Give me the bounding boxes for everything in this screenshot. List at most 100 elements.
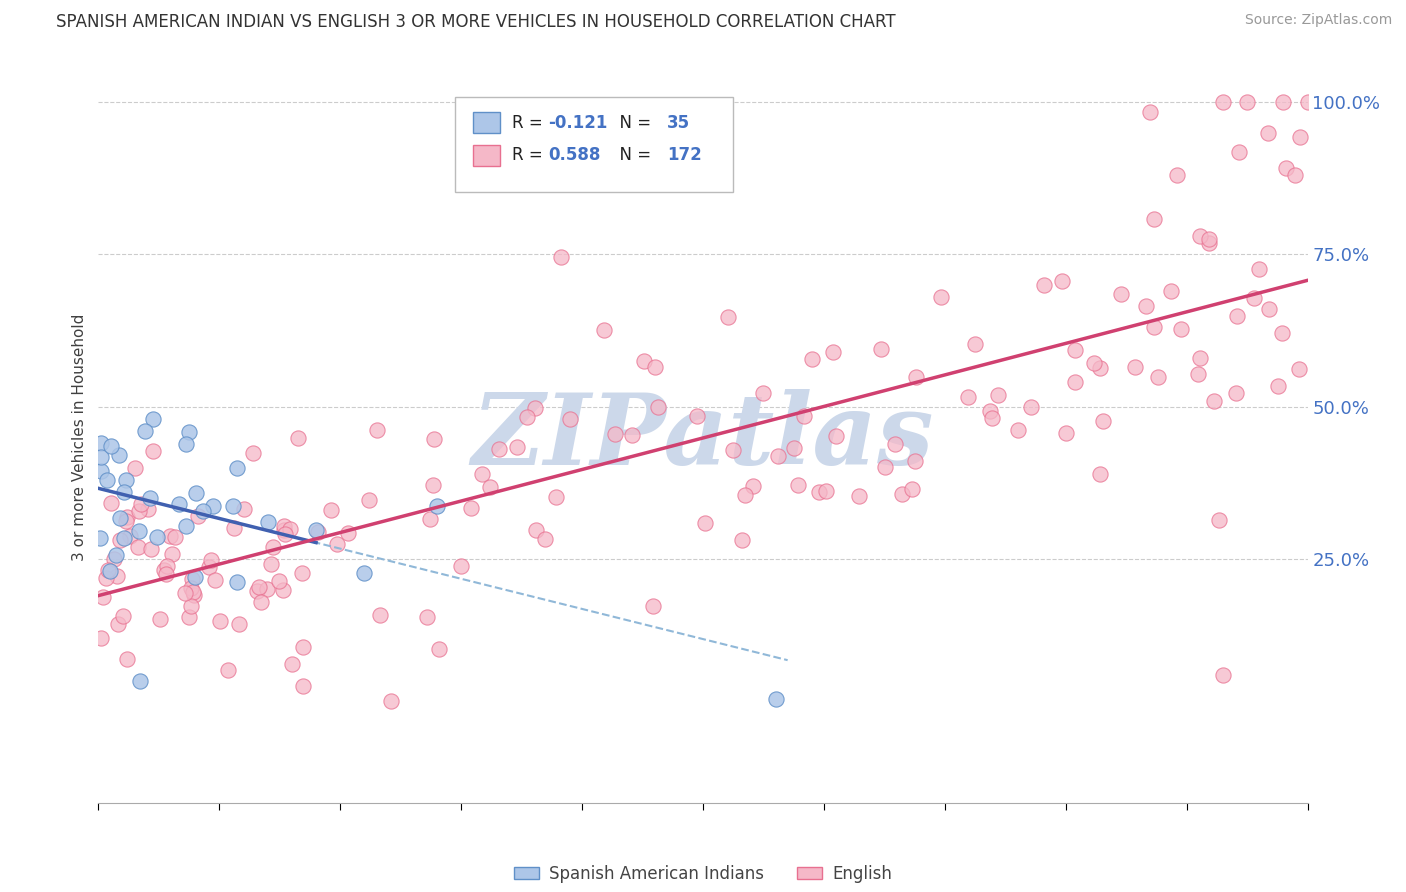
- Point: [246, 583, 269, 598]
- Point: [94, 571, 117, 585]
- Point: [1288, 362, 1310, 376]
- Point: [128, 673, 150, 688]
- Point: [1170, 322, 1192, 336]
- Point: [823, 345, 845, 359]
- Point: [136, 501, 159, 516]
- Point: [368, 608, 391, 623]
- Point: [108, 448, 131, 462]
- Point: [523, 401, 546, 415]
- Point: [1139, 104, 1161, 119]
- Point: [506, 440, 529, 454]
- Point: [416, 610, 439, 624]
- Point: [359, 493, 381, 508]
- Point: [221, 499, 243, 513]
- Point: [870, 342, 893, 356]
- Point: [165, 530, 187, 544]
- Point: [524, 523, 547, 537]
- Point: [1187, 367, 1209, 381]
- Point: [273, 582, 295, 597]
- Text: ZIPatlas: ZIPatlas: [472, 389, 934, 485]
- Point: [471, 467, 494, 481]
- Point: [807, 485, 830, 500]
- Point: [422, 478, 444, 492]
- Point: [904, 370, 927, 384]
- Point: [197, 560, 219, 574]
- Point: [380, 694, 402, 708]
- Point: [1147, 369, 1170, 384]
- Point: [127, 540, 149, 554]
- Point: [353, 566, 375, 581]
- Point: [112, 484, 135, 499]
- Point: [1202, 394, 1225, 409]
- Point: [90, 450, 112, 464]
- Point: [765, 692, 787, 706]
- Point: [181, 572, 204, 586]
- Point: [550, 250, 572, 264]
- Point: [891, 487, 914, 501]
- Point: [768, 449, 790, 463]
- Point: [139, 542, 162, 557]
- Point: [209, 614, 232, 628]
- Point: [1166, 168, 1188, 182]
- Point: [250, 595, 273, 609]
- Point: [184, 486, 207, 500]
- Point: [1225, 386, 1247, 401]
- Point: [180, 581, 202, 595]
- Point: [647, 401, 669, 415]
- Point: [1019, 400, 1042, 414]
- Point: [256, 515, 278, 529]
- Point: [156, 558, 179, 573]
- Point: [110, 510, 132, 524]
- Point: [1054, 425, 1077, 440]
- Point: [516, 409, 538, 424]
- Point: [90, 436, 112, 450]
- Point: [957, 390, 980, 404]
- FancyBboxPatch shape: [474, 145, 501, 166]
- Point: [281, 657, 304, 671]
- Point: [987, 388, 1010, 402]
- Point: [560, 412, 582, 426]
- Point: [1212, 667, 1234, 681]
- Point: [321, 503, 343, 517]
- Point: [292, 680, 315, 694]
- Point: [287, 432, 309, 446]
- Point: [848, 489, 870, 503]
- Point: [686, 409, 709, 423]
- Point: [115, 514, 138, 528]
- Point: [801, 352, 824, 367]
- Point: [731, 533, 754, 548]
- Point: [256, 582, 278, 597]
- Point: [183, 589, 205, 603]
- Point: [217, 663, 239, 677]
- Point: [115, 473, 138, 487]
- FancyBboxPatch shape: [456, 97, 734, 192]
- Point: [752, 386, 775, 401]
- Point: [247, 580, 270, 594]
- Point: [1272, 95, 1295, 109]
- Point: [426, 499, 449, 513]
- Point: [534, 532, 557, 546]
- Point: [1208, 512, 1230, 526]
- Point: [1198, 235, 1220, 250]
- Point: [1142, 320, 1164, 334]
- Point: [226, 574, 249, 589]
- Point: [274, 527, 297, 541]
- Point: [120, 529, 142, 543]
- Point: [1227, 145, 1250, 160]
- Point: [89, 531, 111, 545]
- Point: [1050, 274, 1073, 288]
- Point: [159, 529, 181, 543]
- Point: [181, 585, 204, 599]
- Point: [107, 616, 129, 631]
- Point: [225, 460, 247, 475]
- Point: [278, 522, 301, 536]
- Point: [734, 487, 756, 501]
- Point: [900, 482, 922, 496]
- Point: [100, 496, 122, 510]
- Point: [787, 477, 810, 491]
- Point: [233, 501, 256, 516]
- Point: [544, 490, 567, 504]
- Point: [1088, 360, 1111, 375]
- Point: [884, 437, 907, 451]
- Point: [1267, 379, 1289, 393]
